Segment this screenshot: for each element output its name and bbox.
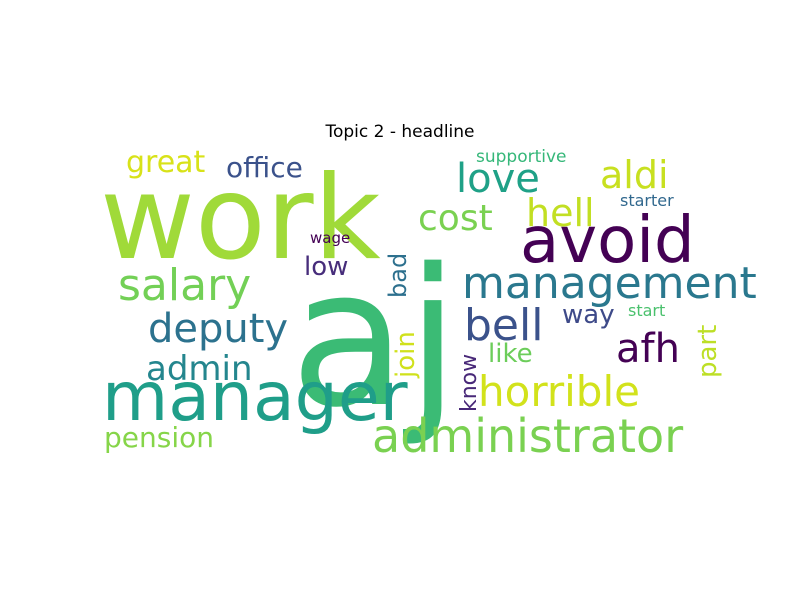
word-aj: aj xyxy=(290,228,459,449)
word-manager: manager xyxy=(102,358,408,437)
word-avoid: avoid xyxy=(520,204,695,278)
word-like: like xyxy=(488,339,533,369)
word-start: start xyxy=(628,301,665,320)
word-bell: bell xyxy=(464,300,543,351)
word-office: office xyxy=(226,151,303,184)
figure-title: Topic 2 - headline xyxy=(325,122,475,142)
word-administrator: administrator xyxy=(372,409,683,463)
word-management: management xyxy=(462,258,757,309)
word-join: join xyxy=(391,331,421,379)
word-love: love xyxy=(456,156,540,202)
word-cost: cost xyxy=(418,198,493,239)
word-supportive: supportive xyxy=(476,147,567,167)
word-hell: hell xyxy=(526,191,595,235)
word-aldi: aldi xyxy=(600,153,669,197)
word-admin: admin xyxy=(146,349,253,389)
word-wage: wage xyxy=(310,229,350,247)
word-starter: starter xyxy=(620,191,674,210)
word-horrible: horrible xyxy=(478,367,640,416)
word-pension: pension xyxy=(104,421,214,454)
word-know: know xyxy=(457,354,482,412)
word-great: great xyxy=(126,145,206,180)
word-afh: afh xyxy=(616,326,680,372)
word-part: part xyxy=(693,325,723,378)
word-way: way xyxy=(562,300,615,330)
word-low: low xyxy=(304,252,348,282)
word-salary: salary xyxy=(118,260,251,311)
word-bad: bad xyxy=(384,253,412,298)
word-deputy: deputy xyxy=(148,306,288,352)
word-work: work xyxy=(100,151,381,286)
